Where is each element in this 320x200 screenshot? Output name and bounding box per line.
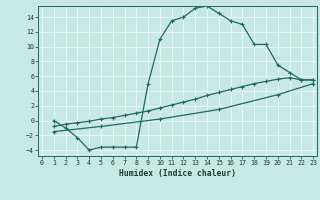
X-axis label: Humidex (Indice chaleur): Humidex (Indice chaleur) xyxy=(119,169,236,178)
